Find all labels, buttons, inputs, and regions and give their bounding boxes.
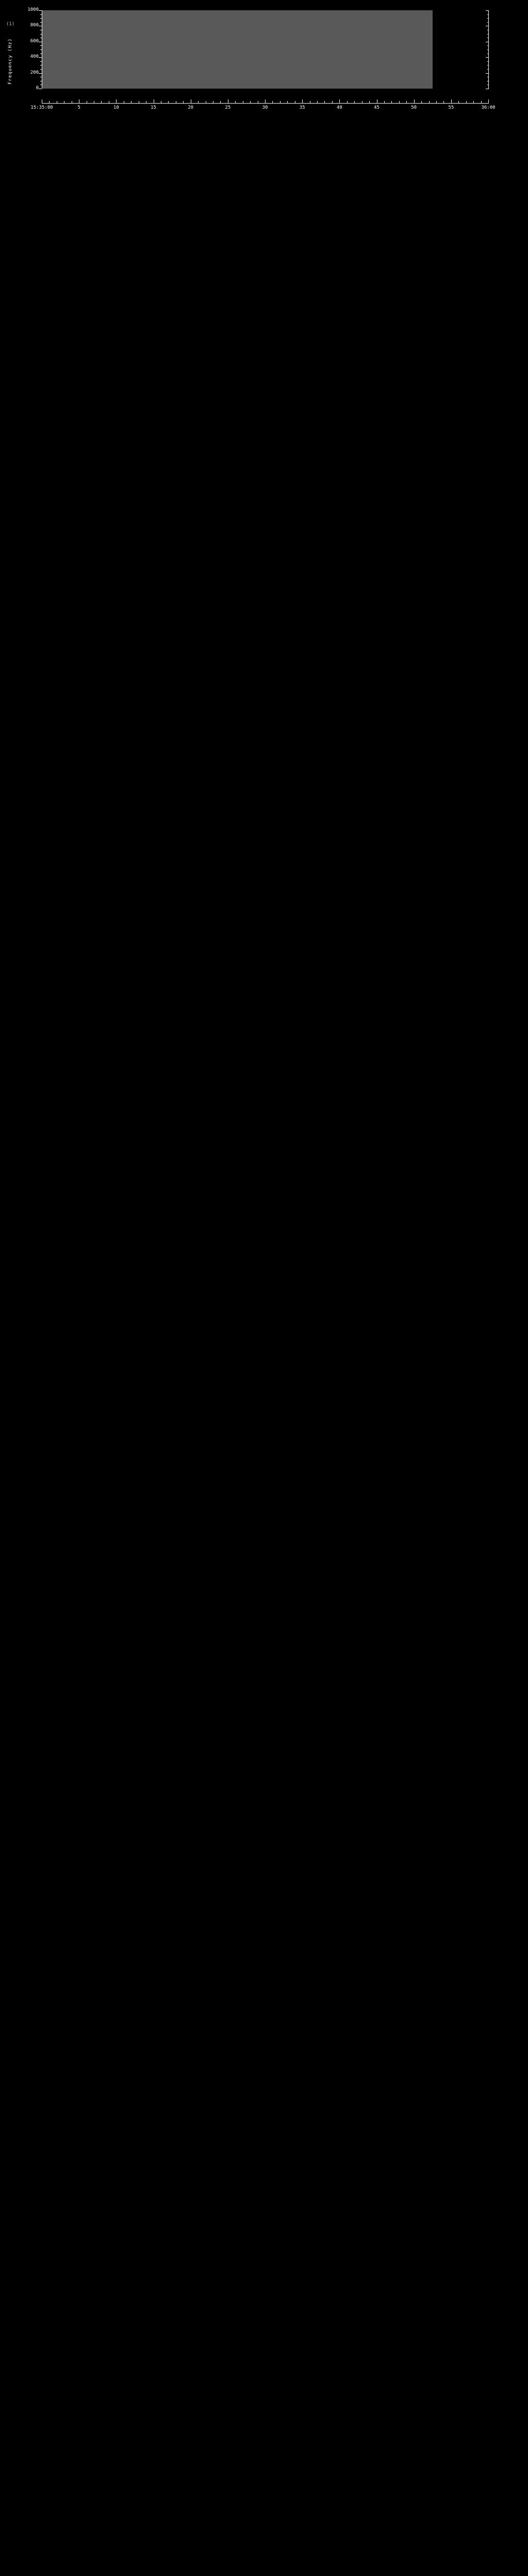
x-tick-label: 15 — [151, 105, 156, 110]
y-minor-tick — [40, 61, 42, 62]
y-major-tick — [39, 57, 42, 58]
y-major-tick-right — [486, 57, 489, 58]
x-tick — [429, 101, 430, 103]
y-minor-tick — [40, 34, 42, 35]
x-tick-label: 55 — [448, 105, 454, 110]
panel-number: (1) — [6, 22, 15, 27]
y-minor-tick — [40, 69, 42, 70]
y-minor-tick — [40, 84, 42, 85]
x-tick — [347, 101, 348, 103]
x-tick — [235, 101, 236, 103]
y-minor-tick-right — [487, 34, 489, 35]
x-tick-label: 40 — [336, 105, 342, 110]
x-tick — [101, 101, 102, 103]
x-tick — [116, 99, 117, 103]
y-minor-tick-right — [487, 14, 489, 15]
y-minor-tick-right — [487, 45, 489, 46]
y-tick-label: 0 — [36, 86, 39, 91]
x-tick-label: 20 — [188, 105, 194, 110]
y-tick-label: 600 — [30, 38, 39, 44]
x-axis-line — [42, 103, 489, 104]
y-minor-tick — [40, 45, 42, 46]
y-minor-tick-right — [487, 22, 489, 23]
x-tick-label: 15:35:00 — [30, 105, 53, 110]
y-minor-tick-right — [487, 61, 489, 62]
x-tick-label: 36:00 — [481, 105, 496, 110]
x-tick-label: 35 — [299, 105, 305, 110]
y-tick-label: 800 — [30, 23, 39, 28]
x-tick — [443, 101, 444, 103]
x-tick — [220, 101, 221, 103]
x-tick-label: 5 — [77, 105, 80, 110]
y-major-tick-right — [486, 73, 489, 74]
y-tick-label: 400 — [30, 54, 39, 60]
x-tick — [332, 101, 333, 103]
x-tick — [324, 101, 325, 103]
x-tick — [354, 101, 355, 103]
y-minor-tick-right — [487, 18, 489, 19]
x-tick — [481, 101, 482, 103]
x-tick — [317, 101, 318, 103]
x-tick — [369, 101, 370, 103]
x-tick — [49, 101, 50, 103]
x-tick — [250, 101, 251, 103]
y-minor-tick — [40, 18, 42, 19]
x-tick — [466, 101, 467, 103]
x-tick-label: 45 — [374, 105, 380, 110]
x-tick — [421, 101, 422, 103]
x-tick — [272, 101, 273, 103]
x-tick — [384, 101, 385, 103]
y-tick-label: 200 — [30, 70, 39, 75]
x-tick — [198, 101, 199, 103]
x-tick — [287, 101, 288, 103]
x-tick — [473, 101, 474, 103]
x-tick — [451, 99, 452, 103]
x-tick — [436, 101, 437, 103]
x-tick — [391, 101, 392, 103]
x-tick-label: 25 — [225, 105, 231, 110]
y-minor-tick-right — [487, 84, 489, 85]
x-tick — [488, 99, 489, 103]
y-major-tick-right — [486, 10, 489, 11]
x-tick — [302, 99, 303, 103]
x-tick — [265, 99, 266, 103]
x-tick — [399, 101, 400, 103]
x-tick — [414, 99, 415, 103]
x-tick-label: 50 — [411, 105, 417, 110]
x-tick — [406, 101, 407, 103]
y-minor-tick-right — [487, 69, 489, 70]
masked-region — [42, 10, 433, 89]
y-minor-tick-right — [487, 49, 489, 50]
x-tick-label: 30 — [262, 105, 268, 110]
x-tick-label: 10 — [113, 105, 119, 110]
y-major-tick — [39, 10, 42, 11]
x-tick — [458, 101, 459, 103]
x-tick — [339, 99, 340, 103]
x-tick — [168, 101, 169, 103]
y-tick-label: 1000 — [27, 7, 39, 12]
y-minor-tick — [40, 22, 42, 23]
y-minor-tick — [40, 49, 42, 50]
y-major-tick — [39, 73, 42, 74]
x-tick — [183, 101, 184, 103]
y-minor-tick — [40, 14, 42, 15]
